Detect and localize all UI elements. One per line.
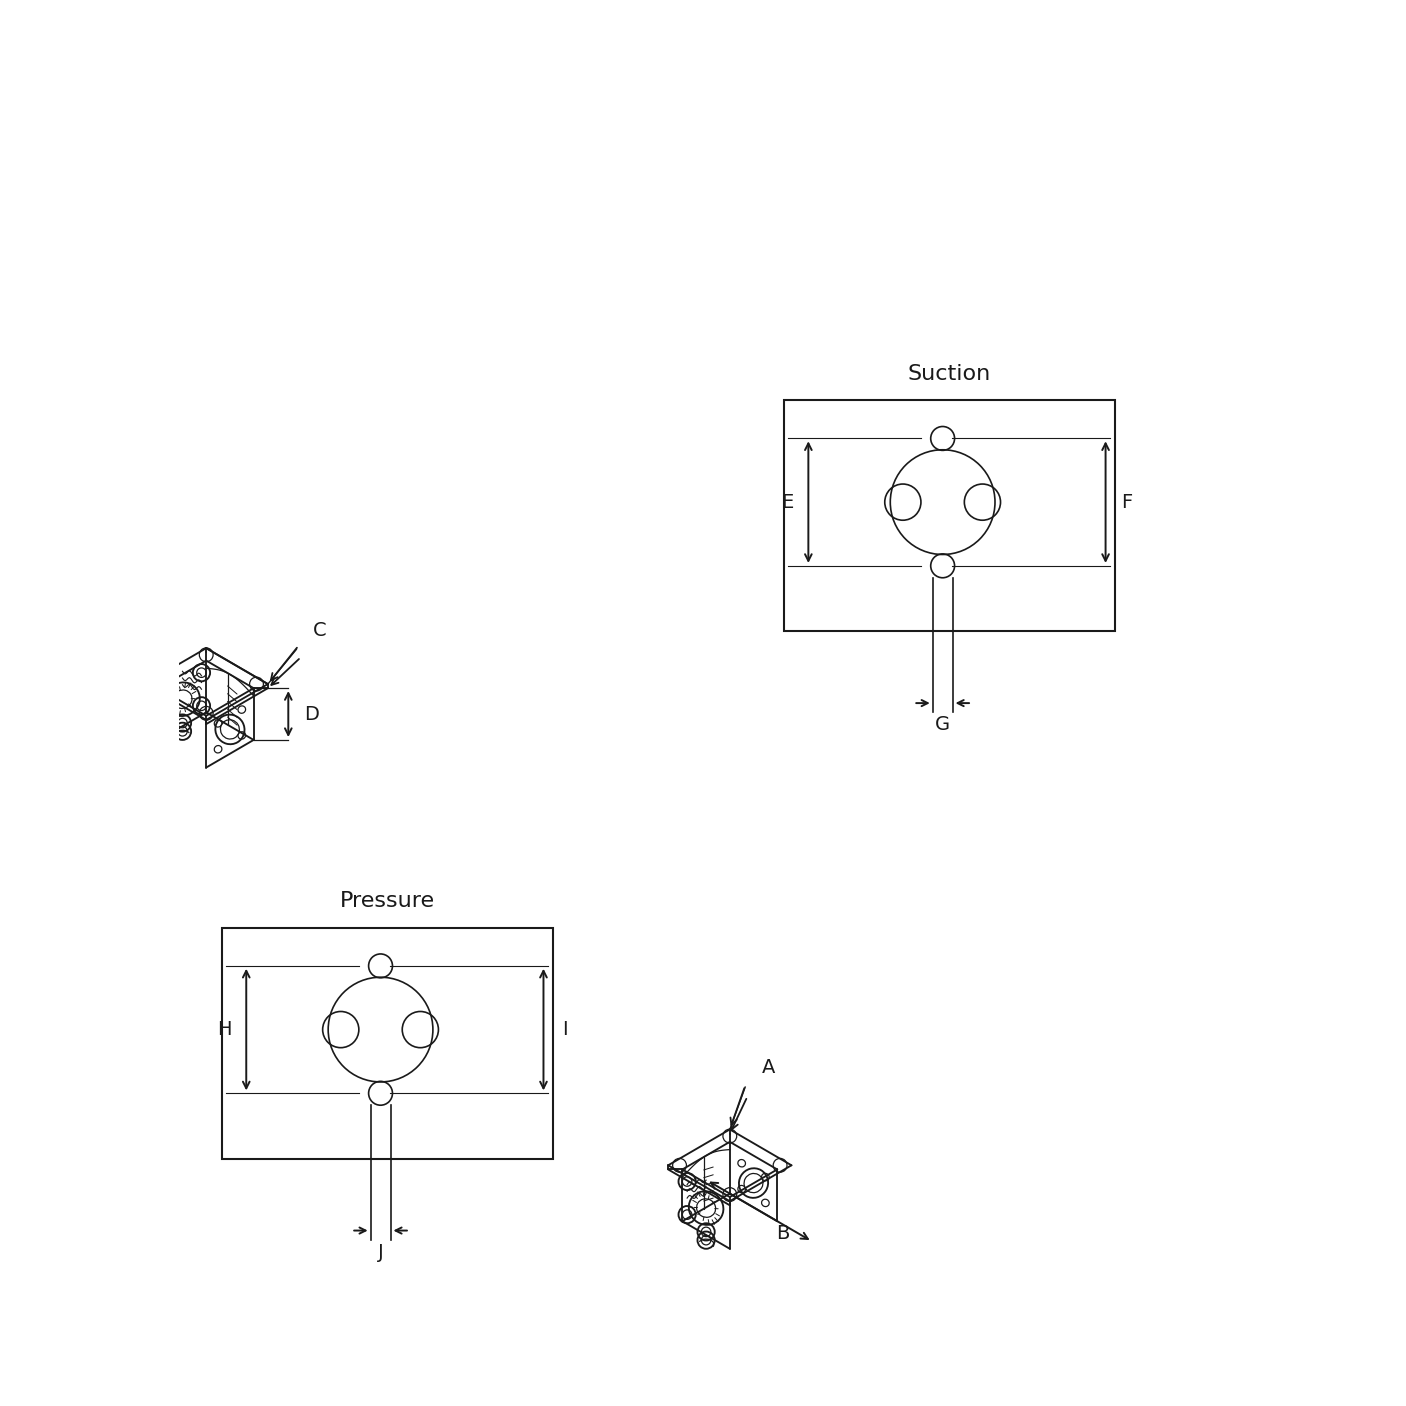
Text: H: H — [218, 1021, 232, 1039]
Text: G: G — [935, 716, 950, 734]
Text: E: E — [780, 492, 793, 512]
Text: Pressure: Pressure — [340, 891, 434, 911]
Text: F: F — [1122, 492, 1133, 512]
Text: A: A — [762, 1059, 775, 1077]
Bar — [222, 928, 553, 1159]
Text: B: B — [776, 1225, 789, 1243]
Text: D: D — [304, 704, 319, 724]
Text: Suction: Suction — [908, 364, 991, 384]
Bar — [783, 401, 1115, 631]
Text: I: I — [562, 1021, 568, 1039]
Text: J: J — [378, 1243, 384, 1261]
Text: C: C — [312, 620, 326, 640]
